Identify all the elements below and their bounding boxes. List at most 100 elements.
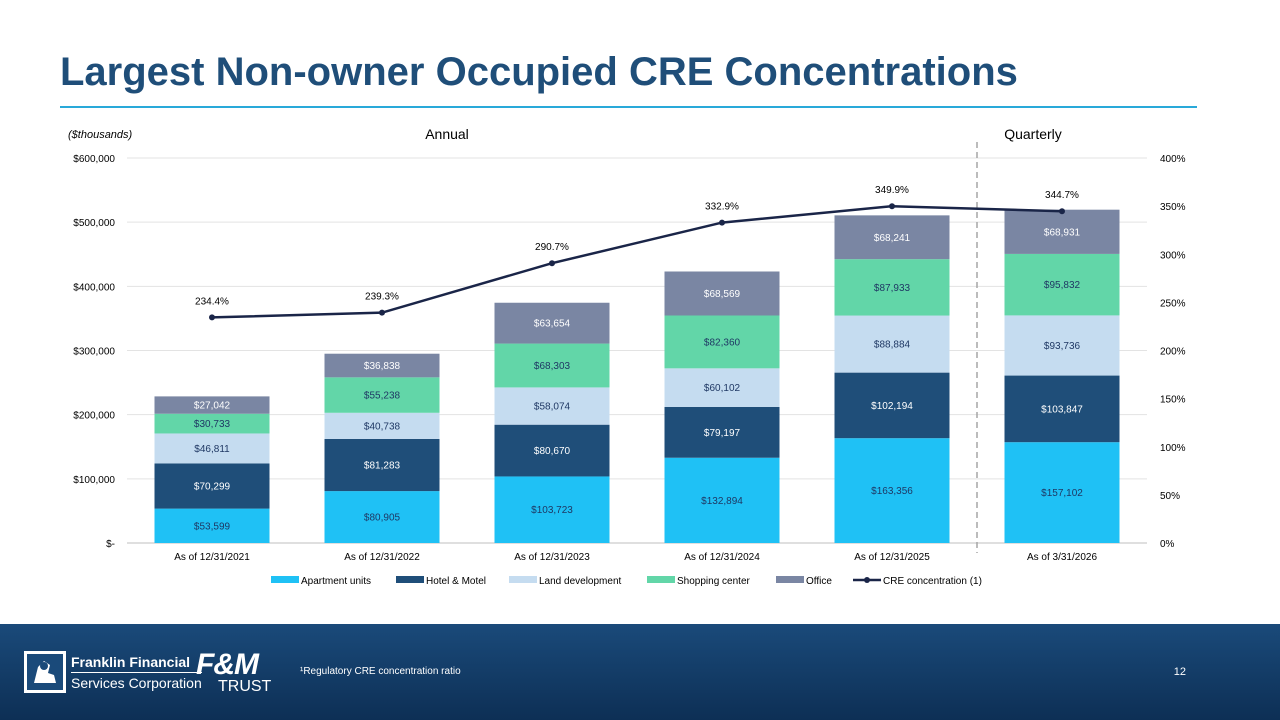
franklin-financial-logo: Franklin Financial Services Corporation [24, 650, 202, 694]
line-data-label: 290.7% [535, 242, 569, 253]
bar-segment [664, 315, 780, 369]
bar-segment [324, 412, 440, 439]
y-left-tick-label: $200,000 [73, 411, 115, 422]
x-tick-label: As of 3/31/2026 [1027, 552, 1097, 563]
bar-segment [324, 353, 440, 378]
bar-data-label: $68,931 [1044, 227, 1081, 238]
bar-data-label: $132,894 [701, 496, 743, 507]
y-left-tick-label: $100,000 [73, 475, 115, 486]
bar-data-label: $93,736 [1044, 341, 1081, 352]
bar-segment [324, 491, 440, 543]
bar-segment [494, 476, 610, 543]
bar-data-label: $81,283 [364, 461, 401, 472]
bar-data-label: $80,670 [534, 446, 571, 457]
section-label-quarterly: Quarterly [1004, 126, 1062, 142]
bar-data-label: $68,303 [534, 361, 571, 372]
footnote: ¹Regulatory CRE concentration ratio [300, 666, 461, 677]
bar-segment [834, 315, 950, 373]
y-right-tick-label: 350% [1160, 202, 1186, 213]
y-right-tick-label: 200% [1160, 347, 1186, 358]
line-data-label: 349.9% [875, 185, 909, 196]
legend-line-marker [864, 577, 870, 583]
y-left-tick-label: $400,000 [73, 282, 115, 293]
logo-line-2: Services Corporation [71, 674, 202, 691]
bar-data-label: $103,847 [1041, 404, 1083, 415]
bar-data-label: $68,241 [874, 233, 911, 244]
bar-segment [1004, 442, 1120, 543]
bar-segment [494, 343, 610, 388]
bar-data-label: $40,738 [364, 421, 401, 432]
bar-segment [1004, 375, 1120, 443]
y-right-tick-label: 150% [1160, 395, 1186, 406]
line-point [209, 314, 215, 321]
y-left-tick-label: $600,000 [73, 154, 115, 165]
bar-segment [494, 387, 610, 425]
bar-segment [154, 413, 270, 434]
legend-label: Office [806, 576, 832, 587]
line-point [889, 203, 895, 210]
x-tick-label: As of 12/31/2025 [854, 552, 930, 563]
bar-segment [834, 438, 950, 543]
line-point [1059, 208, 1065, 215]
bar-data-label: $80,905 [364, 513, 401, 524]
bar-segment [494, 302, 610, 344]
legend-swatch [647, 576, 675, 583]
x-tick-label: As of 12/31/2021 [174, 552, 250, 563]
legend-swatch [396, 576, 424, 583]
bar-data-label: $163,356 [871, 486, 913, 497]
legend-swatch [271, 576, 299, 583]
legend-label: Hotel & Motel [426, 576, 486, 587]
fm-logo-text: F&M [196, 648, 259, 681]
bar-segment [1004, 209, 1120, 254]
units-note: ($thousands) [68, 129, 133, 141]
bar-segment [1004, 315, 1120, 376]
line-data-label: 234.4% [195, 296, 229, 307]
bar-data-label: $82,360 [704, 337, 741, 348]
bar-data-label: $36,838 [364, 361, 401, 372]
y-left-tick-label: $500,000 [73, 218, 115, 229]
page-title: Largest Non-owner Occupied CRE Concentra… [60, 50, 1018, 94]
y-right-tick-label: 400% [1160, 154, 1186, 165]
bar-data-label: $68,569 [704, 289, 741, 300]
line-data-label: 344.7% [1045, 190, 1079, 201]
bar-segment [1004, 253, 1120, 316]
legend-label: Land development [539, 576, 622, 587]
line-point [379, 309, 385, 316]
bar-data-label: $30,733 [194, 419, 231, 430]
bar-segment [154, 508, 270, 543]
bar-segment [834, 372, 950, 439]
bar-segment [664, 406, 780, 458]
line-data-label: 332.9% [705, 202, 739, 213]
bar-segment [664, 271, 780, 316]
bar-data-label: $60,102 [704, 383, 741, 394]
legend-label: Shopping center [677, 576, 751, 587]
bar-segment [664, 368, 780, 407]
footer-band: Franklin Financial Services Corporation … [0, 624, 1280, 720]
x-tick-label: As of 12/31/2022 [344, 552, 420, 563]
bar-segment [154, 396, 270, 414]
cre-concentration-line [211, 204, 1063, 319]
line-point [549, 260, 555, 267]
y-left-tick-label: $300,000 [73, 347, 115, 358]
y-right-tick-label: 300% [1160, 250, 1186, 261]
legend-label: CRE concentration (1) [883, 576, 982, 587]
section-label-annual: Annual [425, 126, 469, 142]
bar-data-label: $53,599 [194, 521, 231, 532]
bar-segment [324, 438, 440, 492]
bar-data-label: $79,197 [704, 428, 741, 439]
bar-segment [834, 215, 950, 260]
bar-data-label: $27,042 [194, 401, 231, 412]
bar-segment [494, 424, 610, 477]
legend-swatch [776, 576, 804, 583]
y-right-tick-label: 250% [1160, 298, 1186, 309]
bar-data-label: $46,811 [194, 444, 230, 455]
line-point [719, 219, 725, 226]
bar-segment [154, 463, 270, 509]
bar-data-label: $95,832 [1044, 280, 1081, 291]
bar-data-label: $103,723 [531, 505, 573, 516]
bar-data-label: $157,102 [1041, 488, 1083, 499]
bar-data-label: $63,654 [534, 319, 571, 330]
bar-data-label: $102,194 [871, 401, 913, 412]
logo-line-1: Franklin Financial [71, 653, 191, 670]
trust-logo-text: TRUST [218, 678, 272, 695]
